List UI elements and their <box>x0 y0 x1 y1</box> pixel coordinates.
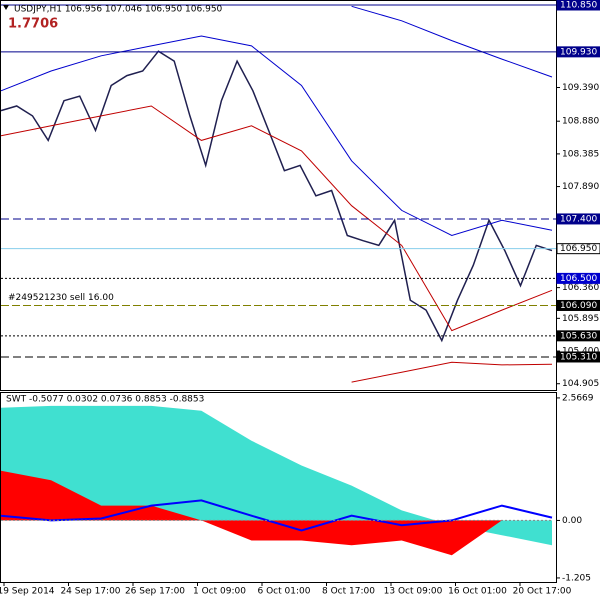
x-tick-label: 20 Oct 17:00 <box>513 587 572 597</box>
level-label: 110.850 <box>560 1 597 11</box>
level-box <box>556 272 600 284</box>
y-tick-label: 107.890 <box>562 182 599 192</box>
indicator-area <box>1 470 552 556</box>
level-label: 105.630 <box>560 331 597 341</box>
y-tick-label: 0.00 <box>562 516 582 526</box>
menu-arrow <box>3 5 9 10</box>
level-label: 106.500 <box>560 274 597 284</box>
level-box <box>556 0 600 11</box>
level-box <box>556 46 600 58</box>
x-tick-label: 1 Oct 09:00 <box>193 587 246 597</box>
indicator-title: SWT -0.5077 0.0302 0.0736 0.8853 -0.8853 <box>6 395 204 405</box>
y-tick-label: 109.390 <box>562 83 599 93</box>
chart-title: USDJPY,H1 106.956 107.046 106.950 106.95… <box>14 5 223 15</box>
x-tick-label: 16 Oct 01:00 <box>448 587 507 597</box>
y-tick-label: 105.895 <box>562 314 599 324</box>
level-box <box>556 330 600 342</box>
level-box <box>556 243 600 255</box>
order-label: #249521230 sell 16.00 <box>8 293 114 303</box>
price-line <box>0 105 553 332</box>
y-tick-label: 104.905 <box>562 379 599 389</box>
y-tick-label: 106.360 <box>562 283 599 293</box>
level-label: 107.400 <box>560 214 597 224</box>
y-tick-label: -1.205 <box>562 573 591 583</box>
x-tick-label: 13 Oct 09:00 <box>384 587 443 597</box>
price-line <box>0 35 553 237</box>
level-box <box>556 351 600 363</box>
level-label: 106.090 <box>560 301 597 311</box>
price-line <box>0 50 553 343</box>
x-tick-label: 8 Oct 17:00 <box>322 587 375 597</box>
x-tick-label: 6 Oct 01:00 <box>258 587 311 597</box>
y-tick-label: 108.880 <box>562 117 599 127</box>
x-tick-label: 26 Sep 17:00 <box>125 587 185 597</box>
level-label: 105.310 <box>560 352 597 362</box>
x-tick-label: 24 Sep 17:00 <box>60 587 120 597</box>
spread: 1.7706 <box>8 17 58 32</box>
level-label: 106.950 <box>560 244 597 254</box>
main-frame <box>0 0 557 391</box>
y-tick-label: 2.5669 <box>562 393 594 403</box>
price-line <box>351 361 553 383</box>
level-label: 109.930 <box>560 47 597 57</box>
y-tick-label: 108.385 <box>562 149 599 159</box>
price-line <box>351 5 553 78</box>
indicator-line <box>0 499 553 532</box>
sub-frame <box>0 392 557 583</box>
level-box <box>556 213 600 225</box>
x-tick-label: 19 Sep 2014 <box>0 587 55 597</box>
level-box <box>556 299 600 311</box>
